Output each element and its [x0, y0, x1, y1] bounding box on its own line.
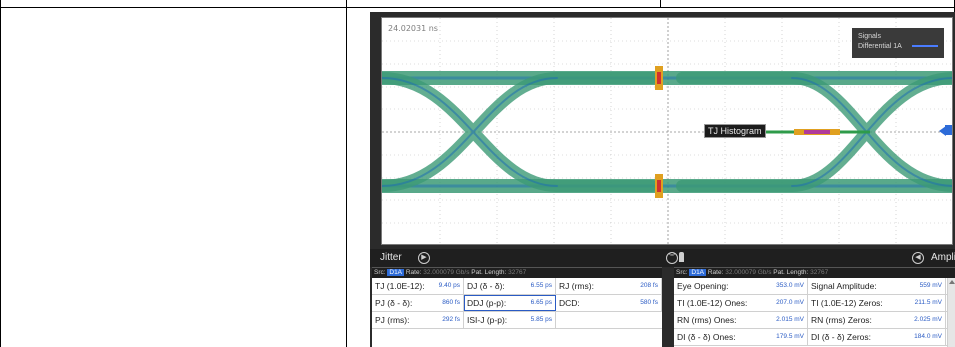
tab-amplitude[interactable]: Amplitude — [931, 252, 955, 263]
eye-diagram-plot[interactable]: 24.02031 ns Signals Differential 1A TJ H… — [381, 17, 953, 245]
amplitude-back-icon[interactable]: ◀ — [912, 252, 924, 264]
source-badge[interactable]: D1A — [387, 269, 405, 276]
measurement-label: Signal Amplitude: — [811, 281, 877, 291]
measurement-cell[interactable]: ISI-J (p-p): 5.85 ps — [464, 312, 556, 328]
legend-entry: Differential 1A — [858, 43, 902, 50]
measurement-label: TJ (1.0E-12): — [375, 281, 425, 291]
measurement-label: DDJ (p-p): — [467, 298, 507, 308]
measurement-label: RJ (rms): — [559, 281, 594, 291]
measurement-value: 2.015 mV — [776, 316, 804, 323]
amplitude-row: DI (δ - δ) Ones: 179.5 mV DI (δ - δ) Zer… — [674, 329, 955, 346]
measurement-value: 207.0 mV — [776, 299, 804, 306]
pattern-length-value: 32767 — [810, 269, 829, 276]
measurement-value: 6.65 ps — [530, 299, 552, 306]
eye-traces — [382, 71, 952, 193]
amplitude-histograms — [655, 66, 663, 198]
measurement-label: DI (δ - δ) Ones: — [677, 332, 736, 342]
amplitude-source-bar: Src: D1A Rate: 32.000079 Gb/s Pat. Lengt… — [674, 268, 955, 278]
pattern-length-label: Pat. Length: — [773, 269, 809, 276]
amplitude-scrollbar[interactable] — [947, 278, 955, 347]
tab-jitter[interactable]: Jitter — [380, 252, 402, 263]
amplitude-panel: Src: D1A Rate: 32.000079 Gb/s Pat. Lengt… — [674, 267, 955, 347]
level-marker-handle[interactable] — [945, 125, 952, 135]
measurement-cell[interactable]: DI (δ - δ) Ones: 179.5 mV — [674, 329, 808, 345]
measurement-cell[interactable]: RN (rms) Ones: 2.015 mV — [674, 312, 808, 328]
jitter-row: PJ (rms): 292 fs ISI-J (p-p): 5.85 ps — [372, 312, 662, 329]
top-border-strip — [0, 0, 955, 8]
measurement-cell-selected[interactable]: DDJ (p-p): 6.65 ps — [464, 295, 556, 311]
measurement-cell[interactable]: TJ (1.0E-12): 9.40 ps — [372, 278, 464, 294]
measurement-label: RN (rms) Ones: — [677, 315, 737, 325]
scroll-up-icon[interactable] — [949, 280, 955, 284]
src-label: Src: — [374, 269, 386, 276]
pattern-length-label: Pat. Length: — [471, 269, 507, 276]
measurement-value: 179.5 mV — [776, 333, 804, 340]
jitter-source-bar: Src: D1A Rate: 32.000079 Gb/s Pat. Lengt… — [372, 268, 662, 278]
measurement-cell[interactable]: PJ (rms): 292 fs — [372, 312, 464, 328]
measurement-label: DJ (δ - δ): — [467, 281, 505, 291]
measurement-cell[interactable]: PJ (δ - δ): 860 fs — [372, 295, 464, 311]
top-divider — [660, 0, 661, 8]
measurement-label: ISI-J (p-p): — [467, 315, 508, 325]
measurement-tabbar: Jitter ▶ ︾ ◀ Amplitude — [370, 249, 955, 267]
measurement-value: 6.55 ps — [530, 282, 552, 289]
left-border — [0, 0, 1, 347]
collapse-chevron-icon[interactable]: ︾ — [666, 252, 678, 264]
jitter-play-icon[interactable]: ▶ — [418, 252, 430, 264]
measurement-value: 211.5 mV — [914, 299, 942, 306]
measurement-value: 292 fs — [442, 316, 460, 323]
measurement-label: Eye Opening: — [677, 281, 729, 291]
measurement-value: 184.0 mV — [914, 333, 942, 340]
measurement-cell[interactable]: Signal Amplitude: 559 mV — [808, 278, 946, 294]
measurement-value: 2.025 mV — [914, 316, 942, 323]
rate-value: 32.000079 Gb/s — [423, 269, 470, 276]
measurement-label: PJ (rms): — [375, 315, 410, 325]
eye-diagram-svg — [382, 18, 952, 244]
legend-swatch — [912, 45, 938, 47]
measurement-cell[interactable]: TI (1.0E-12) Zeros: 211.5 mV — [808, 295, 946, 311]
measurement-label: DCD: — [559, 298, 580, 308]
jitter-row: PJ (δ - δ): 860 fs DDJ (p-p): 6.65 ps DC… — [372, 295, 662, 312]
src-label: Src: — [676, 269, 688, 276]
level-marker-icon[interactable] — [939, 126, 946, 136]
measurement-value: 559 mV — [919, 282, 942, 289]
rate-value: 32.000079 Gb/s — [725, 269, 772, 276]
measurement-label: TI (1.0E-12) Ones: — [677, 298, 748, 308]
measurement-value: 580 fs — [640, 299, 658, 306]
measurement-value: 9.40 ps — [438, 282, 460, 289]
amplitude-row: TI (1.0E-12) Ones: 207.0 mV TI (1.0E-12)… — [674, 295, 955, 312]
measurement-value: 860 fs — [442, 299, 460, 306]
source-badge[interactable]: D1A — [689, 269, 707, 276]
amplitude-row: Eye Opening: 353.0 mV Signal Amplitude: … — [674, 278, 955, 295]
measurement-value: 353.0 mV — [776, 282, 804, 289]
measurement-cell[interactable]: RJ (rms): 208 fs — [556, 278, 662, 294]
measurement-cell[interactable]: Eye Opening: 353.0 mV — [674, 278, 808, 294]
measurement-cell[interactable]: DCD: 580 fs — [556, 295, 662, 311]
rate-label: Rate: — [707, 269, 724, 276]
measurement-label: TI (1.0E-12) Zeros: — [811, 298, 883, 308]
measurement-value: 5.85 ps — [530, 316, 552, 323]
measurement-label: DI (δ - δ) Zeros: — [811, 332, 871, 342]
measurement-cell[interactable]: RN (rms) Zeros: 2.025 mV — [808, 312, 946, 328]
measurement-value: 208 fs — [640, 282, 658, 289]
measurement-cell[interactable]: TI (1.0E-12) Ones: 207.0 mV — [674, 295, 808, 311]
pin-icon[interactable] — [679, 252, 684, 262]
time-readout: 24.02031 ns — [388, 24, 438, 33]
measurement-cell[interactable]: DJ (δ - δ): 6.55 ps — [464, 278, 556, 294]
tj-histogram-bar — [762, 129, 870, 135]
signals-legend: Signals Differential 1A — [852, 28, 944, 58]
measurement-label: RN (rms) Zeros: — [811, 315, 872, 325]
measurement-cell[interactable]: DI (δ - δ) Zeros: 184.0 mV — [808, 329, 946, 345]
column-divider — [346, 0, 347, 347]
rate-label: Rate: — [405, 269, 422, 276]
amplitude-row: RN (rms) Ones: 2.015 mV RN (rms) Zeros: … — [674, 312, 955, 329]
jitter-row: TJ (1.0E-12): 9.40 ps DJ (δ - δ): 6.55 p… — [372, 278, 662, 295]
pattern-length-value: 32767 — [508, 269, 527, 276]
tj-histogram-label: TJ Histogram — [704, 124, 766, 138]
legend-title: Signals — [858, 33, 881, 40]
jitter-panel: Src: D1A Rate: 32.000079 Gb/s Pat. Lengt… — [372, 267, 662, 347]
measurement-label: PJ (δ - δ): — [375, 298, 413, 308]
